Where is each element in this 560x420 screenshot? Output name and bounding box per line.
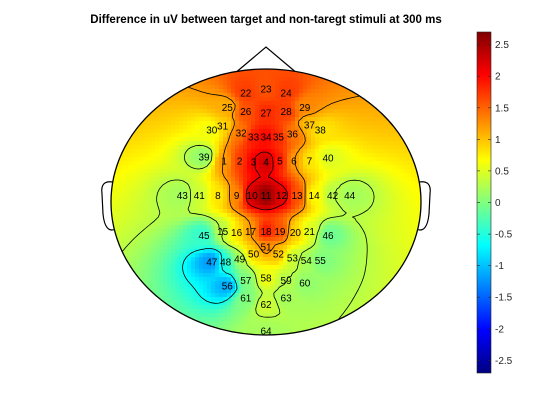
electrode-label: 4 [263,158,269,169]
electrode-label: 34 [260,132,272,143]
electrode-label: 5 [277,156,283,167]
colorbar-tick-label: -1 [495,261,504,272]
contour-line [245,151,288,211]
electrode-label: 54 [301,256,313,267]
colorbar-tick-label: -2.5 [495,356,513,367]
contour-line [182,248,238,304]
electrode-label: 64 [260,327,272,338]
electrode-label: 45 [198,231,210,242]
electrode-label: 32 [236,128,248,139]
electrode-label: 49 [234,255,246,266]
contour-line [111,144,375,335]
electrode-label: 40 [322,154,334,165]
electrode-label: 41 [194,191,206,202]
electrode-label: 27 [260,108,272,119]
electrode-label: 51 [260,243,272,254]
electrode-label: 8 [215,191,221,202]
colorbar-tick-label: -0.5 [495,230,513,241]
electrode-label: 22 [240,88,252,99]
electrode-label: 63 [281,293,293,304]
electrode-label: 38 [315,126,327,137]
electrode-label: 52 [273,249,285,260]
nose-outline [233,46,299,75]
electrode-label: 12 [276,191,288,202]
electrode-label: 39 [198,152,210,163]
electrode-label: 3 [251,158,257,169]
head-outline [110,68,422,336]
electrode-label: 59 [281,276,293,287]
right-ear-outline [415,181,431,231]
electrode-label: 15 [217,227,229,238]
electrode-label: 42 [327,191,339,202]
electrode-label: 53 [287,253,299,264]
colorbar-tick-label: 2 [495,72,501,83]
electrode-label: 46 [322,231,334,242]
left-ear-outline [101,181,117,231]
colorbar-tick-label: 0 [495,198,501,209]
electrode-label: 44 [344,191,356,202]
electrode-label: 50 [248,249,260,260]
electrode-label: 30 [206,126,218,137]
electrode-label: 55 [315,256,327,267]
electrode-label: 28 [281,107,293,118]
electrode-label: 14 [309,191,321,202]
electrode-label: 61 [240,293,252,304]
electrode-label: 16 [231,228,243,239]
electrode-label: 21 [304,227,316,238]
electrode-label: 47 [206,257,218,268]
electrode-label: 33 [248,132,260,143]
colorbar-tick-label: -2 [495,324,504,335]
electrode-label: 29 [299,103,311,114]
electrode-label: 35 [273,132,285,143]
chart-title: Difference in uV between target and non-… [90,14,441,26]
colorbar-tick-label: 0.5 [495,166,509,177]
electrode-label: 9 [234,191,240,202]
electrode-label: 60 [299,279,311,290]
electrode-label: 58 [260,273,272,284]
colorbar-ticks: -2.5 -2 -1.5 -1 -0.5 0 0.5 1 1.5 2 2.5 [477,40,513,367]
electrode-label: 23 [260,85,272,96]
electrode-label: 7 [307,156,313,167]
electrode-label: 11 [261,191,272,202]
electrode-label: 24 [281,88,293,99]
electrode-label: 6 [291,156,297,167]
electrode-label: 37 [304,120,316,131]
electrode-label: 20 [290,228,302,239]
electrode-label: 36 [287,130,299,141]
electrode-label: 62 [260,300,272,311]
colorbar-tick-label: 1 [495,135,501,146]
electrode-label: 19 [274,227,286,238]
colorbar-tick-label: -1.5 [495,293,513,304]
electrode-label: 25 [222,103,234,114]
electrode-label: 56 [222,281,234,292]
electrode-label: 18 [260,227,272,238]
electrode-label: 57 [240,276,252,287]
colorbar-tick-label: 2.5 [495,40,509,51]
electrode-label: 43 [177,191,189,202]
electrode-label: 31 [217,122,229,133]
contour-lines [111,69,421,335]
colorbar-tick-label: 1.5 [495,103,509,114]
electrode-label: 10 [247,191,259,202]
electrode-label: 13 [291,191,303,202]
electrode-label: 48 [220,257,232,268]
electrode-label: 26 [240,107,252,118]
electrode-label: 2 [237,156,243,167]
electrode-label: 17 [245,227,257,238]
electrode-label: 1 [221,156,227,167]
